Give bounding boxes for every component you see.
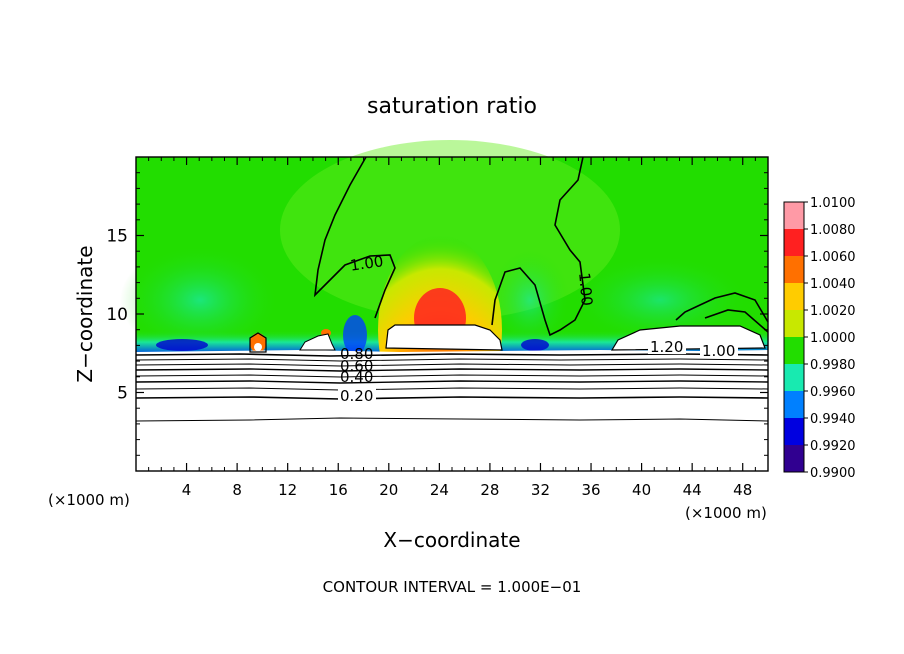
y-tick-label: 15: [106, 227, 128, 247]
colorbar-swatch: [784, 337, 804, 364]
x-tick-label: 36: [581, 481, 600, 499]
x-tick-label: 4: [182, 481, 192, 499]
blue-core: [521, 339, 549, 351]
y-tick-label: 10: [106, 305, 128, 325]
colorbar-label: 1.0100: [810, 196, 856, 211]
contour-line: [135, 387, 769, 391]
cloud-blob: [299, 333, 336, 351]
x-tick-label: 40: [632, 481, 651, 499]
contour-line: [135, 363, 769, 367]
cloud-blob: [385, 324, 503, 351]
contour-line: [135, 374, 769, 378]
colorbar-swatch: [784, 445, 804, 472]
contour-line: [135, 368, 769, 372]
contour-label: 1.20: [650, 338, 683, 356]
contour-labels: 1.00 1.00 1.20 1.00 0.80 0.60 0.40 0.20: [338, 252, 738, 405]
contour-label: 0.40: [340, 368, 373, 386]
colorbar-swatch: [784, 256, 804, 283]
cool-patch: [570, 255, 750, 345]
colorbar-label: 1.0020: [810, 304, 856, 319]
contour-line: [135, 380, 769, 384]
y-tick-label: 5: [117, 384, 128, 404]
x-tick-label: 8: [232, 481, 242, 499]
x-tick-label: 16: [329, 481, 348, 499]
contour-line: [135, 396, 769, 400]
cool-patch: [120, 245, 280, 355]
contour-label: 1.00: [349, 252, 385, 274]
blue-core: [343, 315, 367, 355]
x-tick-label: 24: [430, 481, 449, 499]
colorbar-label: 1.0000: [810, 331, 856, 346]
y-unit-label: (×1000 m): [685, 504, 767, 522]
x-tick-label: 48: [733, 481, 752, 499]
colorbar-swatch: [784, 202, 804, 229]
colorbar: 1.0100 1.0080 1.0060 1.0040 1.0020 1.0000 0.99…: [783, 196, 856, 481]
contour-label: 0.20: [340, 387, 373, 405]
contour-line: [313, 156, 396, 319]
x-tick-label: 44: [683, 481, 702, 499]
x-tick-label: 32: [531, 481, 550, 499]
x-axis: 4 8 12 16 20 24 28 32 36 40 44 48: [148, 157, 756, 499]
colorbar-label: 0.9900: [810, 466, 856, 481]
plot-area: 1.00 1.00 1.20 1.00 0.80 0.60 0.40 0.20: [120, 140, 769, 472]
blue-core: [156, 339, 208, 351]
colorbar-swatch: [784, 391, 804, 418]
x-unit-label: (×1000 m): [48, 491, 130, 509]
contour-line: [491, 156, 586, 337]
cool-patch: [490, 250, 570, 350]
colorbar-label: 0.9920: [810, 439, 856, 454]
colorbar-swatch: [784, 229, 804, 256]
contour-interval-note: CONTOUR INTERVAL = 1.000E−01: [323, 578, 582, 596]
cloud-blob: [249, 332, 267, 353]
colorbar-swatch: [784, 364, 804, 391]
y-axis-label: Z−coordinate: [73, 245, 97, 382]
colorbar-swatch: [784, 418, 804, 445]
dry-region: [136, 350, 768, 471]
colorbar-label: 0.9940: [810, 412, 856, 427]
contour-line: [675, 292, 769, 333]
contour-label: 1.00: [575, 272, 596, 307]
contour-label: 0.80: [340, 345, 373, 363]
x-tick-label: 12: [278, 481, 297, 499]
colorbar-swatch: [784, 283, 804, 310]
contour-line: [135, 417, 769, 422]
contour-label: 1.00: [702, 342, 735, 360]
colorbar-label: 0.9980: [810, 358, 856, 373]
contour-label: 0.60: [340, 357, 373, 375]
colorbar-label: 1.0040: [810, 277, 856, 292]
colorbar-label: 1.0080: [810, 223, 856, 238]
contour-line: [135, 358, 769, 362]
chart-title: saturation ratio: [367, 94, 537, 119]
y-axis: 5 10 15: [106, 172, 768, 456]
x-axis-label: X−coordinate: [383, 528, 520, 552]
x-tick-label: 20: [379, 481, 398, 499]
colorbar-label: 1.0060: [810, 250, 856, 265]
colorbar-swatch: [784, 310, 804, 337]
hot-spot-left-core: [254, 343, 262, 351]
colorbar-label: 0.9960: [810, 385, 856, 400]
x-tick-label: 28: [480, 481, 499, 499]
